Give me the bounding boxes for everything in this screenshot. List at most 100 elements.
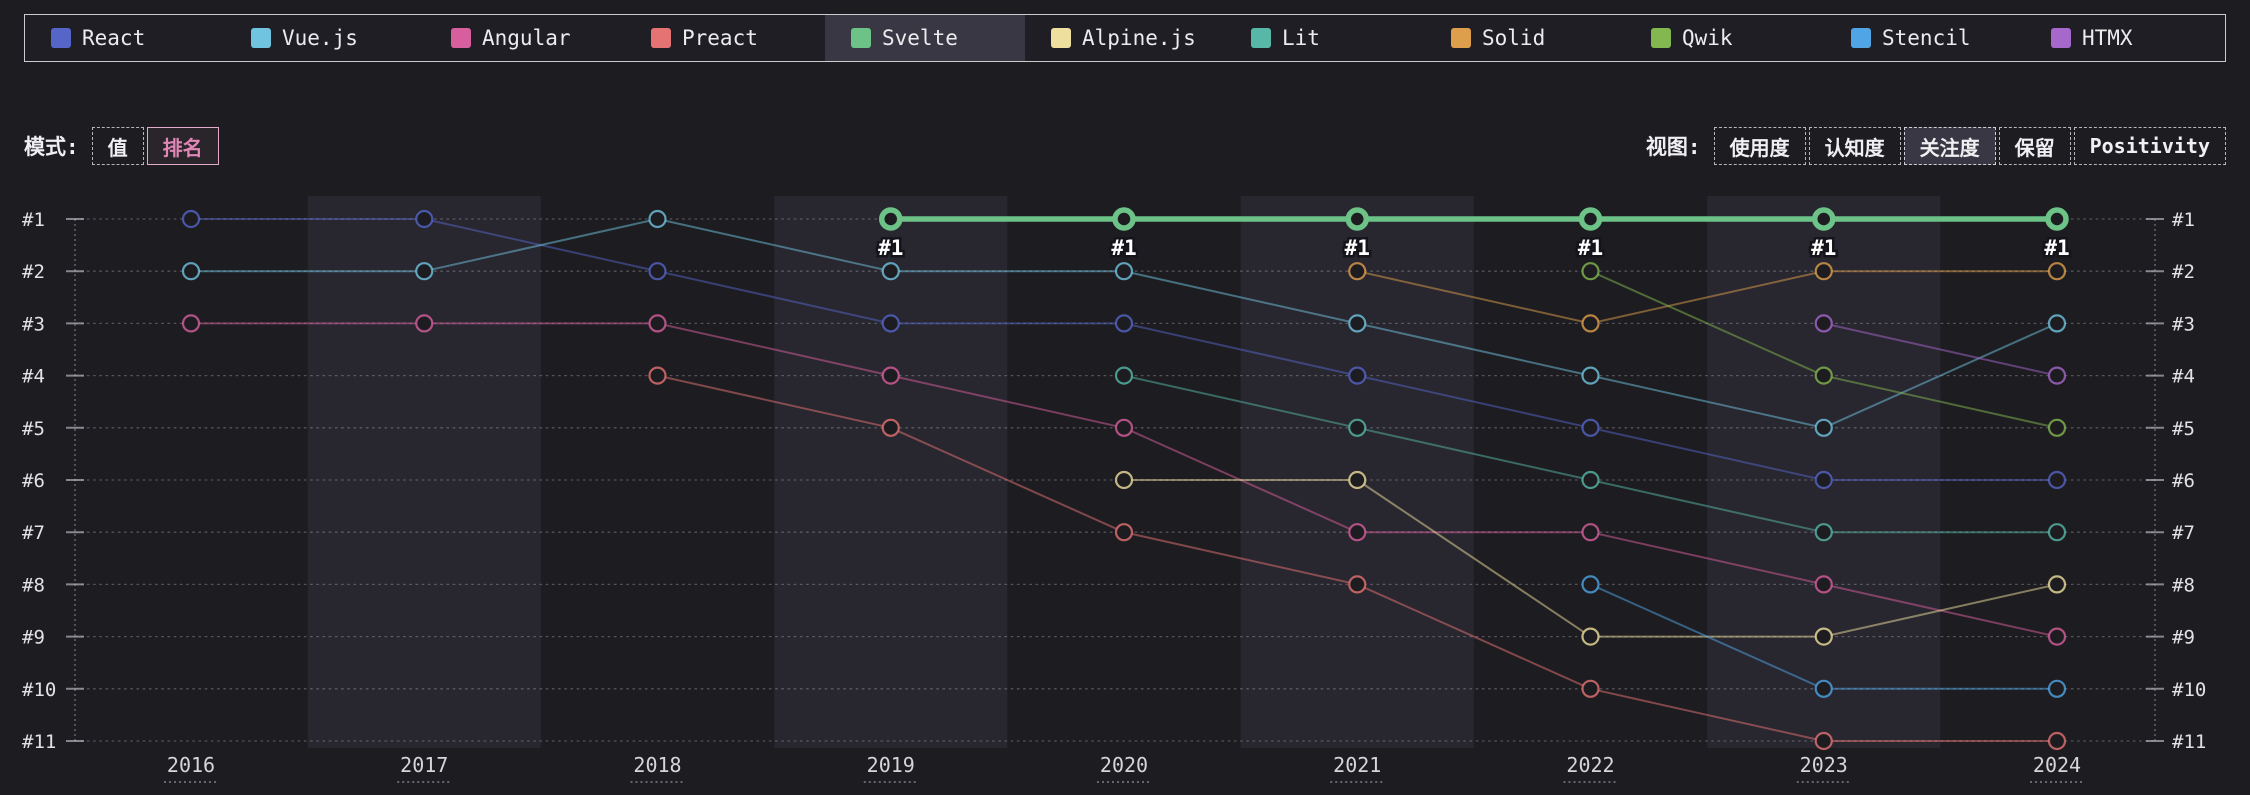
marker-solid[interactable] (1581, 314, 1600, 333)
year-label-2024[interactable]: 2024 (2033, 753, 2081, 777)
view-interest-button[interactable]: 关注度 (1903, 127, 1996, 165)
legend-item-angular[interactable]: Angular (425, 15, 625, 61)
marker-svelte[interactable] (1345, 207, 1369, 231)
marker-lit[interactable] (1814, 523, 1833, 542)
view-positivity-button[interactable]: Positivity (2073, 127, 2226, 165)
marker-react[interactable] (1814, 470, 1833, 490)
legend-bar: React Vue.js Angular Preact Svelte Alpine.js L… (24, 14, 2226, 62)
legend-item-preact[interactable]: Preact (625, 15, 825, 61)
legend-item-vuejs[interactable]: Vue.js (225, 15, 425, 61)
marker-lit[interactable] (1581, 470, 1600, 490)
marker-angular[interactable] (881, 366, 900, 385)
marker-vuejs[interactable] (2047, 314, 2067, 333)
marker-vuejs[interactable] (1581, 366, 1600, 385)
marker-htmx[interactable] (2047, 366, 2067, 385)
marker-react[interactable] (415, 209, 434, 229)
year-label-2016[interactable]: 2016 (167, 753, 215, 777)
marker-preact[interactable] (1814, 731, 1833, 751)
legend-item-htmx[interactable]: HTMX (2025, 15, 2225, 61)
legend-item-lit[interactable]: Lit (1225, 15, 1425, 61)
year-label-2019[interactable]: 2019 (867, 753, 915, 777)
rank-label-left-7: #7 (22, 522, 45, 544)
rank-annotation: #1 (1111, 236, 1136, 260)
year-label-2018[interactable]: 2018 (633, 753, 681, 777)
mode-rank-button[interactable]: 排名 (146, 127, 219, 165)
marker-qwik[interactable] (1581, 262, 1600, 281)
marker-angular[interactable] (648, 314, 667, 333)
marker-lit[interactable] (1114, 366, 1134, 385)
marker-vuejs[interactable] (1814, 418, 1833, 437)
marker-vuejs[interactable] (648, 209, 667, 229)
marker-vuejs[interactable] (1114, 262, 1134, 281)
marker-solid[interactable] (2047, 262, 2067, 281)
year-label-2023[interactable]: 2023 (1800, 753, 1848, 777)
marker-stencil[interactable] (2047, 679, 2067, 698)
series-line-solid[interactable] (1356, 270, 2058, 325)
rank-label-right-10: #10 (2172, 679, 2206, 701)
legend-item-svelte[interactable]: Svelte (825, 15, 1025, 61)
marker-react[interactable] (2047, 470, 2067, 490)
marker-angular[interactable] (1348, 523, 1367, 542)
marker-react[interactable] (648, 262, 667, 281)
marker-htmx[interactable] (1814, 314, 1833, 333)
year-label-2021[interactable]: 2021 (1333, 753, 1381, 777)
marker-vuejs[interactable] (415, 262, 434, 281)
rank-label-right-6: #6 (2172, 470, 2195, 492)
marker-preact[interactable] (1348, 575, 1367, 594)
view-awareness-button[interactable]: 认知度 (1808, 127, 1901, 165)
marker-preact[interactable] (1581, 679, 1600, 698)
marker-stencil[interactable] (1814, 679, 1833, 698)
marker-vuejs[interactable] (881, 262, 900, 281)
marker-alpinejs[interactable] (1814, 627, 1833, 646)
rank-label-right-4: #4 (2172, 366, 2195, 388)
marker-svelte[interactable] (1812, 207, 1836, 231)
marker-react[interactable] (1348, 366, 1367, 385)
marker-react[interactable] (1114, 314, 1134, 333)
marker-angular[interactable] (181, 314, 201, 333)
marker-lit[interactable] (2047, 523, 2067, 542)
view-usage-button[interactable]: 使用度 (1713, 127, 1806, 165)
view-retention-button[interactable]: 保留 (1998, 127, 2071, 165)
marker-svelte[interactable] (2045, 207, 2069, 231)
marker-alpinejs[interactable] (1581, 627, 1600, 646)
marker-angular[interactable] (1114, 418, 1134, 437)
marker-svelte[interactable] (1578, 207, 1603, 231)
marker-stencil[interactable] (1581, 575, 1600, 594)
marker-solid[interactable] (1348, 262, 1367, 281)
year-label-2022[interactable]: 2022 (1566, 753, 1614, 777)
rank-annotation: #1 (1578, 236, 1603, 260)
legend-item-react[interactable]: React (25, 15, 225, 61)
marker-react[interactable] (1581, 418, 1600, 437)
marker-preact[interactable] (881, 418, 900, 437)
legend-item-alpinejs[interactable]: Alpine.js (1025, 15, 1225, 61)
marker-preact[interactable] (648, 366, 667, 385)
mode-value-button[interactable]: 值 (91, 127, 144, 165)
marker-angular[interactable] (2047, 627, 2067, 646)
marker-vuejs[interactable] (1348, 314, 1367, 333)
marker-angular[interactable] (415, 314, 434, 333)
marker-alpinejs[interactable] (2047, 575, 2067, 594)
marker-svelte[interactable] (1112, 207, 1136, 231)
marker-svelte[interactable] (879, 207, 903, 231)
year-label-2017[interactable]: 2017 (400, 753, 448, 777)
marker-angular[interactable] (1581, 523, 1600, 542)
marker-alpinejs[interactable] (1114, 470, 1134, 490)
marker-qwik[interactable] (1814, 366, 1833, 385)
marker-angular[interactable] (1814, 575, 1833, 594)
marker-vuejs[interactable] (181, 262, 201, 281)
marker-lit[interactable] (1348, 418, 1367, 437)
series-line-htmx[interactable] (1822, 322, 2058, 377)
rank-label-left-5: #5 (22, 418, 45, 440)
marker-preact[interactable] (2047, 731, 2067, 751)
marker-solid[interactable] (1814, 262, 1833, 281)
legend-item-stencil[interactable]: Stencil (1825, 15, 2025, 61)
year-label-2020[interactable]: 2020 (1100, 753, 1148, 777)
marker-alpinejs[interactable] (1348, 470, 1367, 490)
legend-item-label: Preact (682, 26, 758, 50)
marker-preact[interactable] (1114, 523, 1134, 542)
marker-qwik[interactable] (2047, 418, 2067, 437)
marker-react[interactable] (881, 314, 900, 333)
legend-item-solid[interactable]: Solid (1425, 15, 1625, 61)
marker-react[interactable] (181, 209, 201, 229)
legend-item-qwik[interactable]: Qwik (1625, 15, 1825, 61)
